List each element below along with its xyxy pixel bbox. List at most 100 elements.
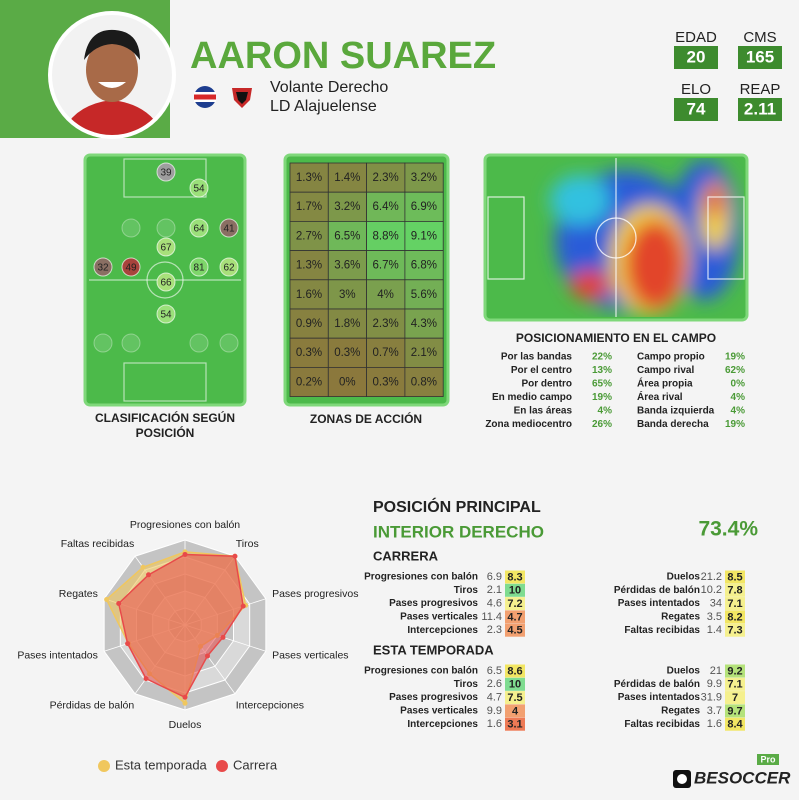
- metric-label: Duelos: [667, 666, 701, 677]
- zone-value: 0.9%: [296, 318, 322, 330]
- position-faded: [219, 333, 239, 353]
- zone-value: 2.7%: [296, 230, 322, 242]
- metric-value: 9.9: [487, 705, 502, 717]
- radar-point: [182, 551, 188, 557]
- metric-score: 8.3: [507, 571, 522, 583]
- metric-score-box: [725, 570, 745, 584]
- radar-point: [143, 676, 149, 682]
- position-title: POSICIÓN: [136, 425, 195, 440]
- radar-point: [104, 597, 110, 603]
- zone-value: 6.5%: [334, 230, 360, 242]
- table-title: CARRERA: [373, 548, 439, 563]
- radar-label: Regates: [59, 588, 98, 600]
- zone-value: 3%: [339, 289, 356, 301]
- position-title: CLASIFICACIÓN SEGÚN: [95, 410, 235, 425]
- metric-label: Pases progresivos: [389, 692, 478, 703]
- metric-score-box: [505, 664, 525, 678]
- zone-cell: [327, 220, 367, 251]
- zone-value: 2.3%: [372, 172, 398, 184]
- metric-value: 2.1: [487, 584, 502, 596]
- zone-cell: [404, 279, 444, 310]
- zone-value: 1.4%: [334, 172, 360, 184]
- field-stat-value: 19%: [592, 392, 612, 403]
- field-stat-label: Por el centro: [511, 365, 572, 376]
- metric-value: 1.4: [707, 624, 722, 636]
- metric-score: 10: [509, 585, 521, 597]
- metric-score: 3.1: [507, 719, 522, 731]
- zone-cell: [404, 220, 444, 251]
- position-dot: [121, 257, 141, 277]
- metric-label: Pases intentados: [618, 598, 701, 609]
- zone-cell: [327, 337, 367, 368]
- zone-value: 3.6%: [334, 260, 360, 272]
- legend-swatch: [216, 760, 228, 772]
- field-stat-value: 4%: [731, 392, 746, 403]
- zone-value: 9.1%: [411, 230, 437, 242]
- stat-label: ELO: [681, 81, 711, 98]
- zone-value: 5.6%: [411, 289, 437, 301]
- position-value: 32: [97, 263, 109, 274]
- stat-box: [674, 46, 718, 69]
- position-value: 39: [160, 168, 172, 179]
- brand-tier-box: [757, 754, 779, 765]
- metric-score: 4: [512, 705, 519, 717]
- metric-score: 7.5: [507, 692, 522, 704]
- field-stat-label: Área propia: [637, 377, 693, 390]
- radar-label: Progresiones con balón: [130, 519, 240, 531]
- zone-cell: [366, 366, 406, 397]
- metric-score-box: [505, 704, 525, 718]
- zone-value: 0.7%: [372, 347, 398, 359]
- zone-cell: [327, 366, 367, 397]
- zone-value: 1.7%: [296, 201, 322, 213]
- field-stat-value: 13%: [592, 365, 612, 376]
- metric-value: 10.2: [701, 584, 722, 596]
- metric-score-box: [725, 623, 745, 637]
- metric-label: Duelos: [667, 572, 701, 583]
- stat-value: 165: [746, 47, 774, 66]
- zone-cell: [289, 220, 329, 251]
- radar-label: Pérdidas de balón: [50, 700, 135, 712]
- metric-value: 11.4: [481, 611, 502, 623]
- position-value: 54: [193, 184, 205, 195]
- metric-score: 7: [732, 692, 738, 704]
- position-dot: [93, 257, 113, 277]
- radar-label: Pases progresivos: [272, 588, 358, 600]
- zone-value: 2.3%: [372, 318, 398, 330]
- radar-point: [240, 603, 246, 609]
- position-faded: [189, 333, 209, 353]
- field-stat-value: 26%: [592, 419, 612, 430]
- radar-point: [140, 564, 146, 570]
- table-title: ESTA TEMPORADA: [373, 642, 494, 657]
- stat-box: [738, 98, 782, 121]
- position-value: 49: [125, 263, 137, 274]
- position-faded: [121, 218, 141, 238]
- position-value: 41: [223, 224, 235, 235]
- metric-score: 9.2: [727, 665, 742, 677]
- player-role: Volante Derecho: [270, 79, 388, 96]
- field-title: POSICIONAMIENTO EN EL CAMPO: [516, 331, 716, 345]
- main-share: 73.4%: [698, 518, 758, 541]
- metric-score-box: [725, 704, 745, 718]
- field-stat-label: Banda derecha: [637, 419, 709, 430]
- radar-point: [146, 572, 152, 578]
- field-stat-label: En las áreas: [514, 406, 573, 417]
- zone-value: 0.3%: [334, 347, 360, 359]
- zone-cell: [289, 279, 329, 310]
- radar-label: Pases intentados: [17, 650, 98, 662]
- stat-value: 74: [687, 99, 706, 118]
- brand-name: BESOCCER: [694, 768, 791, 787]
- brand-icon-dot: [677, 774, 687, 784]
- metric-value: 4.7: [487, 692, 502, 704]
- metric-label: Pases progresivos: [389, 598, 478, 609]
- stat-label: EDAD: [675, 29, 717, 46]
- field-stat-value: 19%: [725, 352, 745, 363]
- radar-label: Duelos: [169, 719, 202, 731]
- radar-label: Intercepciones: [236, 700, 304, 712]
- position-dot: [219, 257, 239, 277]
- position-value: 67: [160, 243, 172, 254]
- metric-label: Pases verticales: [400, 706, 478, 717]
- position-dot: [189, 257, 209, 277]
- main-name: INTERIOR DERECHO: [373, 522, 544, 541]
- metric-score-box: [725, 717, 745, 731]
- metric-score-box: [505, 623, 525, 637]
